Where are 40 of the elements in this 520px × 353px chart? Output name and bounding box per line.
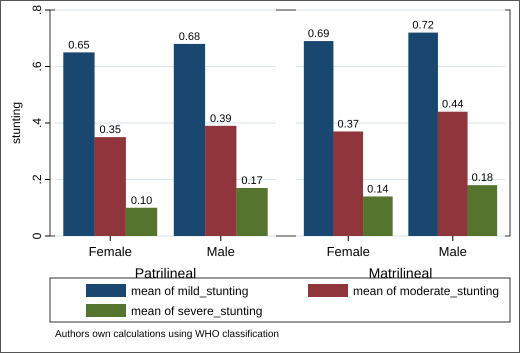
data-label: 0.44	[442, 98, 464, 111]
legend-label: mean of moderate_stunting	[353, 284, 500, 298]
bar	[438, 112, 468, 236]
bar	[63, 52, 95, 236]
bar	[174, 44, 206, 236]
y-tick-label: .2	[30, 174, 44, 185]
bar	[94, 137, 126, 236]
y-tick-label: 0	[30, 232, 44, 240]
legend-label: mean of mild_stunting	[131, 284, 248, 298]
bar	[363, 196, 393, 236]
data-label: 0.18	[472, 172, 494, 184]
bar	[333, 131, 364, 236]
bar	[205, 126, 236, 236]
y-tick-label: .6	[30, 61, 44, 72]
x-tick-label: Female	[88, 244, 132, 259]
bar	[236, 188, 268, 236]
data-label: 0.17	[241, 174, 263, 187]
bar	[408, 32, 438, 236]
x-tick-label: Male	[206, 244, 235, 259]
data-label: 0.35	[100, 124, 121, 136]
x-tick-label: Female	[326, 244, 370, 259]
bar	[304, 41, 334, 236]
data-label: 0.14	[367, 183, 389, 196]
data-label: 0.10	[130, 194, 152, 207]
data-label: 0.65	[68, 39, 90, 52]
bar	[126, 208, 158, 236]
y-axis-title: stunting	[9, 102, 23, 144]
y-tick-label: .8	[30, 4, 44, 16]
x-tick-label: Male	[438, 244, 467, 259]
data-label: 0.69	[308, 28, 330, 40]
x-axis-title: Matrilineal	[368, 265, 432, 281]
text: Authors own calculations using WHO classification	[55, 329, 279, 340]
data-label: 0.39	[210, 112, 232, 125]
legend-label: mean of severe_stunting	[131, 304, 262, 318]
y-tick-label: .4	[30, 118, 44, 128]
bar	[468, 185, 498, 236]
data-label: 0.68	[178, 30, 200, 43]
x-axis-title: Patrilineal	[134, 265, 196, 281]
data-label: 0.72	[412, 20, 434, 32]
data-label: 0.37	[338, 118, 359, 130]
